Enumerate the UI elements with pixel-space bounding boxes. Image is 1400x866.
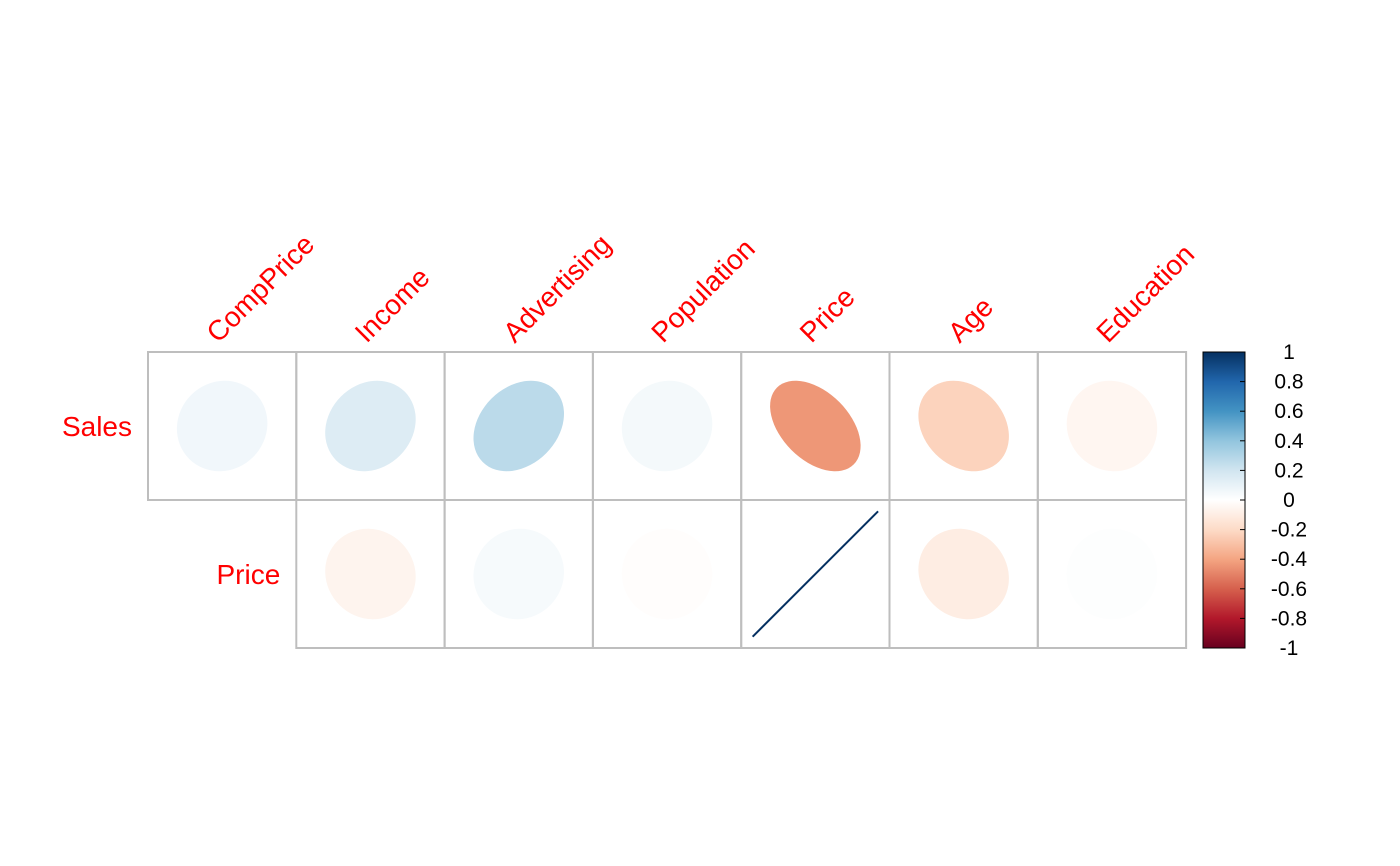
colorbar-tick-label: -0.2 — [1271, 519, 1307, 542]
correlation-mark — [325, 380, 416, 472]
correlation-cells — [147, 351, 1188, 649]
colorbar-tick-label: -0.8 — [1271, 607, 1307, 630]
row-label: Sales — [62, 411, 132, 442]
correlation-mark — [176, 380, 268, 472]
colorbar-tick-label: 1 — [1283, 341, 1295, 364]
column-label: Advertising — [497, 228, 617, 348]
correlation-mark — [751, 510, 879, 638]
colorbar-tick-label: -0.6 — [1271, 578, 1307, 601]
column-label: Population — [645, 233, 761, 349]
colorbar-tick-label: 0 — [1283, 489, 1295, 512]
correlation-mark — [918, 380, 1009, 472]
colorbar-tick-label: 0.6 — [1274, 400, 1303, 423]
grid-cell — [1036, 499, 1188, 649]
colorbar-tick-label: 0.2 — [1274, 459, 1303, 482]
column-label: CompPrice — [200, 228, 320, 348]
correlation-mark — [621, 380, 713, 472]
row-labels: Sales Price — [62, 411, 280, 590]
correlation-mark — [770, 380, 861, 472]
correlation-mark — [621, 528, 713, 620]
column-labels: CompPrice Income Advertising Population Pric… — [200, 228, 1200, 348]
column-label: Price — [794, 281, 861, 348]
colorbar-tick-label: -0.4 — [1271, 548, 1308, 571]
colorbar-legend: 1 0.8 0.6 0.4 0.2 0 -0.2 -0.4 -0.6 -0.8 -1 — [1202, 341, 1308, 660]
colorbar-tick-label: 0.4 — [1274, 430, 1304, 453]
column-label: Income — [349, 261, 436, 348]
colorbar-tick-label: 0.8 — [1274, 371, 1303, 394]
correlation-mark — [1066, 380, 1158, 472]
correlation-mark — [1066, 528, 1158, 620]
correlation-mark — [473, 380, 565, 472]
colorbar-tick-label: -1 — [1280, 637, 1299, 660]
colorbar-gradient — [1202, 351, 1246, 649]
correlation-mark — [918, 528, 1009, 620]
row-label: Price — [217, 559, 281, 590]
column-label: Education — [1090, 238, 1200, 348]
correlation-mark — [325, 528, 416, 620]
column-label: Age — [942, 291, 999, 348]
correlation-mark — [473, 528, 565, 620]
